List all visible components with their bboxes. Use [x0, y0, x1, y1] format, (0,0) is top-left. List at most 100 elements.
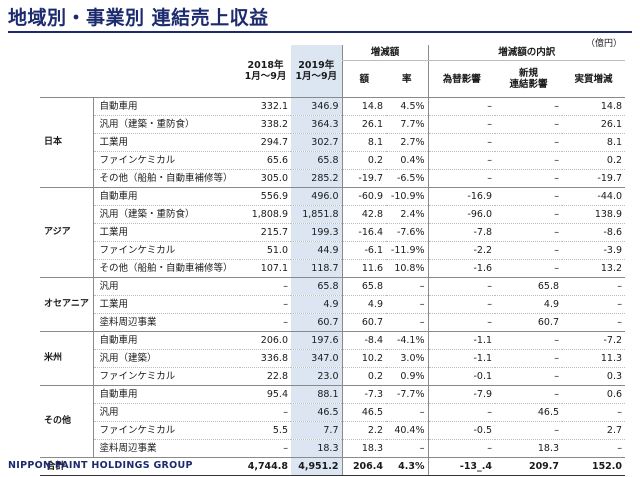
- total-label: 合計: [40, 457, 240, 476]
- table-row: 日本 自動車用 332.1 346.9 14.8 4.5% – –14.8: [40, 97, 626, 188]
- value-cell: –: [562, 313, 626, 332]
- value-cell: -8.4: [341, 331, 386, 350]
- value-cell: 305.0: [240, 169, 291, 188]
- value-cell: 138.9: [562, 205, 626, 224]
- value-cell: 496.0: [291, 187, 342, 206]
- value-cell: 346.9: [291, 97, 342, 116]
- value-cell: –: [386, 277, 429, 296]
- table-row: 汎用（建築） 336.8 347.0 10.2 3.0% -1.1–11.3: [40, 349, 626, 368]
- header-change-rate: 率: [386, 60, 429, 98]
- value-cell: –: [427, 133, 496, 152]
- value-cell: 14.8: [562, 97, 626, 116]
- value-cell: 107.1: [240, 259, 291, 278]
- value-cell: 347.0: [291, 349, 342, 368]
- total-value-cell: 4,951.2: [291, 457, 342, 476]
- value-cell: -60.9: [341, 187, 386, 206]
- segment-label: 自動車用: [93, 187, 240, 206]
- value-cell: –: [386, 313, 429, 332]
- value-cell: 4.9: [495, 295, 563, 314]
- table-row: ファインケミカル 65.6 65.8 0.2 0.4% – –0.2: [40, 151, 626, 170]
- value-cell: –: [495, 97, 563, 116]
- value-cell: –: [562, 295, 626, 314]
- value-cell: 23.0: [291, 367, 342, 386]
- value-cell: 65.6: [240, 151, 291, 170]
- value-cell: –: [495, 331, 563, 350]
- value-cell: –: [495, 385, 563, 404]
- value-cell: 302.7: [291, 133, 342, 152]
- table-row: ファインケミカル 51.0 44.9 -6.1 -11.9% -2.2– -3.9: [40, 241, 626, 260]
- value-cell: -0.1: [427, 367, 496, 386]
- segment-label: その他（船舶・自動車補修等）: [93, 259, 240, 278]
- value-cell: 3.0%: [386, 349, 429, 368]
- header-blank: [40, 45, 240, 98]
- table-row: ファインケミカル 22.8 23.0 0.2 0.9% -0.1–0.3: [40, 367, 626, 386]
- value-cell: -3.9: [562, 241, 626, 260]
- segment-label: 工業用: [93, 295, 240, 314]
- table-body: 日本 自動車用 332.1 346.9 14.8 4.5% – –14.8 汎用（建築・重防食）…: [40, 97, 626, 476]
- value-cell: –: [495, 169, 563, 188]
- table-row: 塗料周辺事業 –60.7 60.7– –60.7–: [40, 313, 626, 332]
- value-cell: –: [427, 403, 496, 422]
- value-cell: 0.2: [562, 151, 626, 170]
- value-cell: -2.2: [427, 241, 496, 260]
- page-title: 地域別・事業別 連結売上収益: [8, 7, 269, 29]
- value-cell: -0.5: [427, 421, 496, 440]
- table-row: その他（船舶・自動車補修等） 107.1 118.7 11.6 10.8% -1.6–13…: [40, 259, 626, 278]
- value-cell: 65.8: [291, 277, 342, 296]
- value-cell: –: [495, 349, 563, 368]
- segment-label: その他（船舶・自動車補修等）: [93, 169, 240, 188]
- value-cell: 40.4%: [386, 421, 429, 440]
- header-new-consol: 新規 連結影響: [495, 60, 563, 98]
- value-cell: 294.7: [240, 133, 291, 152]
- total-value-cell: -13_.4: [427, 457, 496, 476]
- segment-label: 自動車用: [93, 331, 240, 350]
- value-cell: 60.7: [291, 313, 342, 332]
- segment-label: 汎用（建築・重防食）: [93, 205, 240, 224]
- value-cell: 4.5%: [386, 97, 429, 116]
- header-breakdown: 増減額の内訳: [427, 45, 626, 61]
- value-cell: -7.9: [427, 385, 496, 404]
- value-cell: -11.9%: [386, 241, 429, 260]
- table-row: その他（船舶・自動車補修等） 305.0 285.2 -19.7 -6.5% – – -19.…: [40, 169, 626, 188]
- value-cell: 1,808.9: [240, 205, 291, 224]
- value-cell: 2.7%: [386, 133, 429, 152]
- region-label: 米州: [40, 331, 94, 386]
- value-cell: -19.7: [341, 169, 386, 188]
- region-label: オセアニア: [40, 277, 94, 332]
- table-row: アジア 自動車用 556.9 496.0 -60.9 -10.9% -16.9– -44.0: [40, 187, 626, 278]
- value-cell: –: [386, 439, 429, 458]
- value-cell: -6.5%: [386, 169, 429, 188]
- value-cell: 11.6: [341, 259, 386, 278]
- value-cell: 65.8: [341, 277, 386, 296]
- value-cell: 0.2: [341, 367, 386, 386]
- value-cell: 51.0: [240, 241, 291, 260]
- value-cell: –: [495, 421, 563, 440]
- segment-label: 汎用（建築）: [93, 349, 240, 368]
- total-value-cell: 4.3%: [386, 457, 429, 476]
- value-cell: –: [427, 115, 496, 134]
- value-cell: –: [562, 403, 626, 422]
- table-row: 工業用 294.7 302.7 8.1 2.7% – –8.1: [40, 133, 626, 152]
- value-cell: -1.1: [427, 331, 496, 350]
- value-cell: 215.7: [240, 223, 291, 242]
- value-cell: 118.7: [291, 259, 342, 278]
- value-cell: 95.4: [240, 385, 291, 404]
- value-cell: 2.2: [341, 421, 386, 440]
- header-real: 実質増減: [562, 60, 626, 98]
- value-cell: 8.1: [562, 133, 626, 152]
- value-cell: 1,851.8: [291, 205, 342, 224]
- value-cell: –: [240, 439, 291, 458]
- value-cell: 5.5: [240, 421, 291, 440]
- table-row: オセアニア 汎用 –65.8 65.8– –65.8–: [40, 277, 626, 332]
- value-cell: -1.1: [427, 349, 496, 368]
- value-cell: 88.1: [291, 385, 342, 404]
- total-value-cell: 152.0: [562, 457, 626, 476]
- value-cell: 26.1: [341, 115, 386, 134]
- value-cell: 4.9: [291, 295, 342, 314]
- value-cell: –: [562, 277, 626, 296]
- segment-label: ファインケミカル: [93, 367, 240, 386]
- header-change-amount: 額: [341, 60, 386, 98]
- value-cell: 0.3: [562, 367, 626, 386]
- value-cell: –: [427, 97, 496, 116]
- value-cell: 44.9: [291, 241, 342, 260]
